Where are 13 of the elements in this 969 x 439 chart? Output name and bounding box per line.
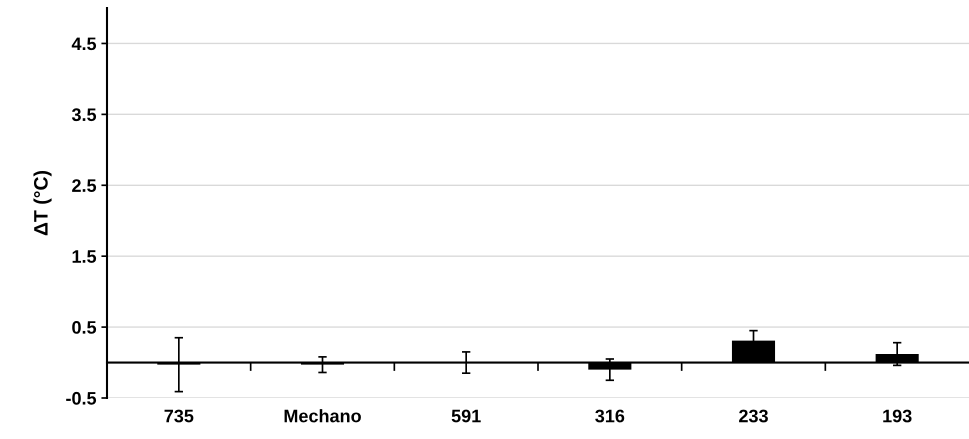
y-tick-label: 0.5 <box>72 321 96 334</box>
x-tick-label: Mechano <box>284 409 361 422</box>
x-tick-label: 591 <box>452 410 481 422</box>
x-tick-label: 316 <box>595 410 624 422</box>
y-tick-label: 1.5 <box>72 250 96 263</box>
x-tick-label: 193 <box>883 410 912 422</box>
y-tick-label: 2.5 <box>72 179 96 192</box>
y-tick-label: 3.5 <box>72 108 96 122</box>
x-tick-label: 735 <box>164 410 194 422</box>
y-tick-label: -0.5 <box>66 392 96 405</box>
y-tick-label: 4.5 <box>72 38 96 50</box>
x-tick-label: 233 <box>739 410 768 422</box>
y-axis-title: ΔT (°C) <box>33 170 52 236</box>
